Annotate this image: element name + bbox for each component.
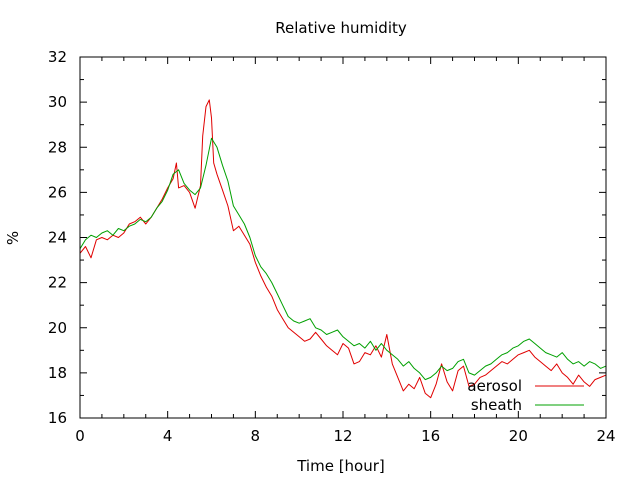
legend-label-aerosol: aerosol — [467, 377, 522, 395]
y-tick-label: 30 — [48, 93, 67, 111]
x-axis-label: Time [hour] — [296, 457, 385, 475]
x-tick-label: 0 — [75, 427, 85, 445]
y-tick-label: 32 — [48, 48, 67, 66]
y-tick-label: 18 — [48, 364, 67, 382]
y-tick-label: 22 — [48, 274, 67, 292]
axis-ticks: 0 4 8 12 16 20 24 16 18 20 22 24 26 28 30 32 — [48, 48, 616, 445]
x-tick-label: 12 — [333, 427, 352, 445]
x-tick-label: 4 — [163, 427, 173, 445]
x-tick-label: 8 — [251, 427, 261, 445]
y-tick-label: 26 — [48, 183, 67, 201]
series-line-aerosol — [79, 99, 607, 399]
plot-frame — [79, 56, 607, 419]
x-tick-label: 20 — [509, 427, 528, 445]
y-axis-label: % — [4, 231, 22, 245]
chart-title: Relative humidity — [275, 19, 407, 37]
y-tick-label: 20 — [48, 319, 67, 337]
legend-label-sheath: sheath — [471, 396, 522, 414]
x-tick-label: 24 — [596, 427, 615, 445]
x-tick-label: 16 — [421, 427, 440, 445]
y-tick-label: 16 — [48, 409, 67, 427]
series-layer — [79, 99, 607, 399]
y-tick-label: 24 — [48, 229, 67, 247]
y-tick-label: 28 — [48, 138, 67, 156]
series-line-sheath — [79, 137, 607, 381]
